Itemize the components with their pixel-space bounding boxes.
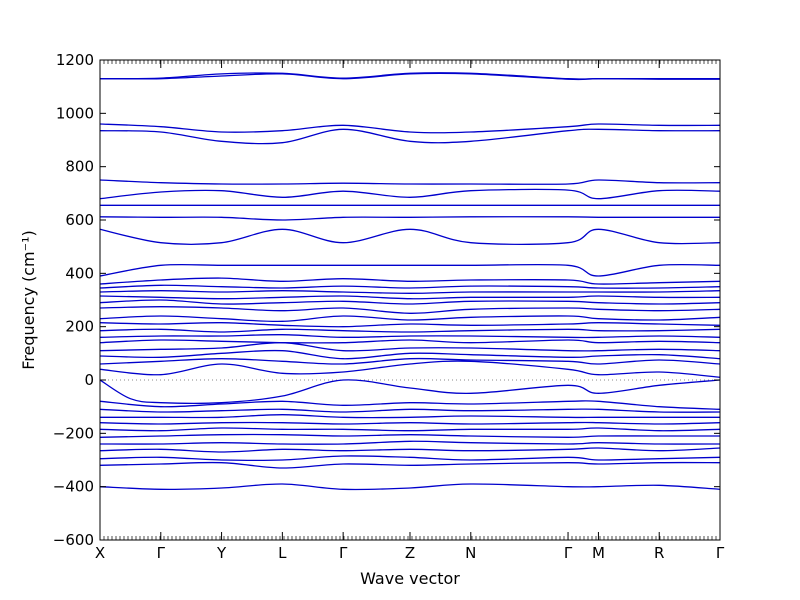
y-tick-label: −200 (53, 424, 94, 442)
y-tick-label: 1000 (56, 104, 94, 122)
dispersion-band-35 (99, 455, 721, 462)
dispersion-band-10 (99, 263, 721, 277)
dispersion-band-2 (99, 72, 721, 81)
x-tick-label: L (278, 544, 287, 562)
y-tick-label: 800 (65, 158, 94, 176)
dispersion-band-4 (99, 128, 721, 145)
dispersion-band-29 (99, 414, 720, 419)
x-tick-label: Y (216, 544, 227, 562)
dispersion-band-11 (99, 277, 721, 285)
y-tick-label: 600 (65, 211, 94, 229)
dispersion-band-17 (99, 315, 721, 323)
y-tick-label: −400 (53, 478, 94, 496)
dispersion-band-24 (99, 357, 721, 365)
x-axis-label: Wave vector (360, 569, 460, 588)
y-tick-label: 1200 (56, 51, 94, 69)
dispersion-band-3 (99, 123, 721, 134)
x-tick-label: Γ (564, 544, 573, 562)
dispersion-band-15 (99, 299, 721, 305)
y-tick-label: 200 (65, 318, 94, 336)
dispersion-band-12 (99, 284, 721, 289)
dispersion-band-5 (99, 179, 721, 185)
dispersion-band-8 (99, 216, 720, 221)
dispersion-band-30 (99, 421, 721, 425)
dispersion-band-34 (99, 447, 721, 453)
x-tick-label: N (465, 544, 476, 562)
dispersion-band-9 (99, 228, 721, 245)
dispersion-band-22 (99, 342, 721, 352)
dispersion-band-33 (99, 440, 721, 445)
dispersion-band-37 (99, 483, 721, 491)
dispersion-band-13 (99, 290, 721, 294)
series-layer (99, 72, 721, 491)
x-tick-label: Γ (339, 544, 348, 562)
dispersion-band-16 (99, 306, 721, 314)
x-tick-label: Z (405, 544, 415, 562)
dispersion-band-32 (99, 433, 720, 438)
dispersion-band-36 (99, 461, 721, 469)
y-tick-label: 400 (65, 264, 94, 282)
dispersion-band-28 (99, 408, 721, 413)
dispersion-band-21 (99, 339, 721, 344)
dispersion-band-26 (99, 379, 721, 404)
dispersion-band-19 (99, 328, 721, 333)
x-axis-minor-ticks (99, 60, 721, 540)
dispersion-band-31 (99, 427, 721, 432)
dispersion-band-27 (99, 400, 721, 410)
dispersion-band-6 (99, 188, 721, 200)
dispersion-band-25 (99, 360, 721, 378)
x-tick-label: M (592, 544, 605, 562)
x-tick-label: X (95, 544, 105, 562)
dispersion-band-14 (99, 295, 721, 300)
x-tick-label: R (654, 544, 664, 562)
x-tick-label: Γ (716, 544, 725, 562)
x-tick-label: Γ (157, 544, 166, 562)
y-tick-label: −600 (53, 531, 94, 549)
y-tick-label: 0 (84, 371, 94, 389)
dispersion-band-18 (99, 322, 721, 328)
dispersion-band-20 (99, 334, 721, 339)
y-axis-ticks: −600 −400 −200 0 200 400 600 800 1000 1200 (53, 51, 720, 549)
y-axis-label: Frequency (cm⁻¹) (19, 230, 38, 369)
dispersion-band-23 (99, 349, 721, 360)
